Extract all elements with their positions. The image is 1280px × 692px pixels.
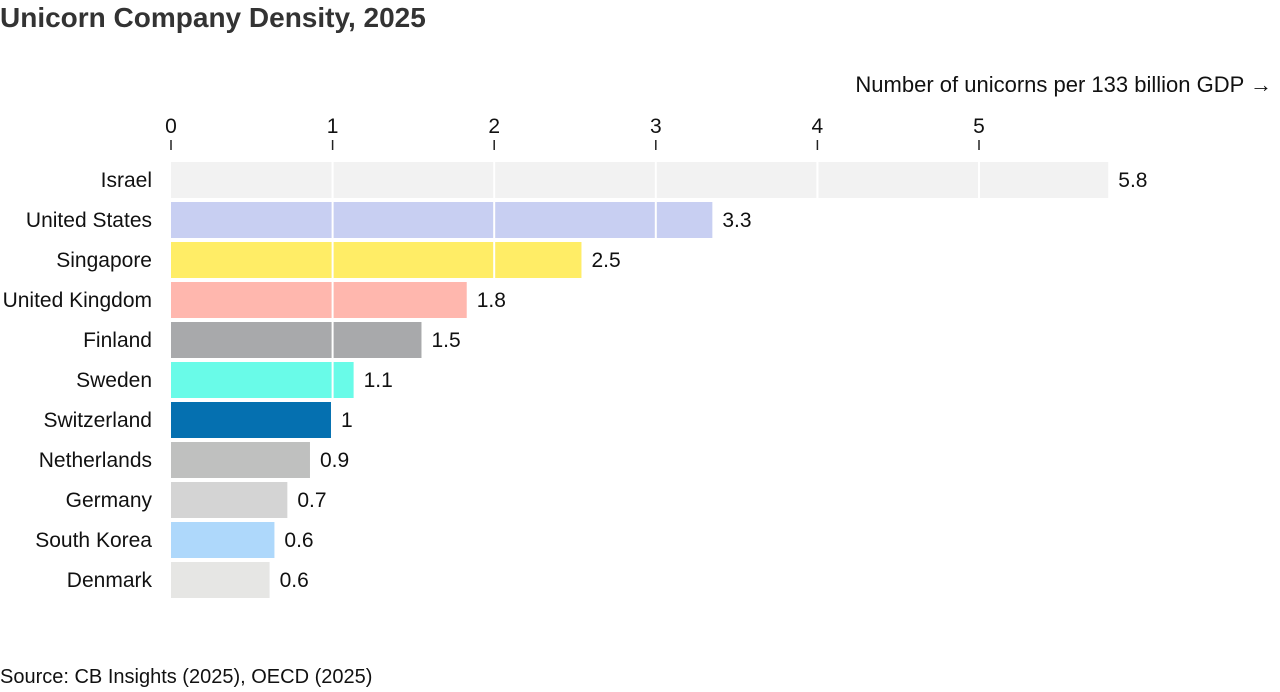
category-label: Switzerland [43,409,152,432]
x-tick-label: 0 [165,115,177,138]
category-label: Finland [83,329,152,352]
bars-group [171,162,1109,598]
x-tick-label: 3 [650,115,662,138]
bar [171,402,331,438]
category-label: United Kingdom [3,289,152,312]
bar [171,202,713,238]
value-label: 1.1 [364,369,393,392]
value-label: 1.8 [477,289,506,312]
category-label: Israel [101,169,152,192]
bar [171,282,467,318]
bar [171,162,1109,198]
value-labels: 5.8 3.3 2.5 1.8 1.5 1.1 1 0.9 0.7 0.6 0.6 [280,169,1148,592]
value-label: 0.6 [284,529,313,552]
category-label: Sweden [76,369,152,392]
category-labels: Israel United States Singapore United Kingd… [3,169,153,592]
bar [171,442,310,478]
value-label: 5.8 [1118,169,1147,192]
category-label: Germany [66,489,153,512]
source-note: Source: CB Insights (2025), OECD (2025) [0,666,373,688]
category-label: United States [26,209,152,232]
category-label: Singapore [56,249,152,272]
category-label: Netherlands [39,449,152,472]
x-tick-label: 2 [488,115,500,138]
value-label: 1 [341,409,353,432]
bar [171,242,582,278]
value-label: 2.5 [591,249,620,272]
bar [171,482,288,518]
value-label: 1.5 [431,329,460,352]
value-label: 0.9 [320,449,349,472]
chart-title: Unicorn Company Density, 2025 [0,2,426,33]
category-label: South Korea [35,529,152,552]
x-tick-label: 5 [973,115,985,138]
bar [171,522,275,558]
value-label: 3.3 [722,209,751,232]
bar [171,562,270,598]
bar [171,362,354,398]
value-label: 0.6 [280,569,309,592]
bar [171,322,422,358]
x-tick-label: 1 [327,115,339,138]
x-tick-label: 4 [812,115,824,138]
value-label: 0.7 [297,489,326,512]
x-axis-label: Number of unicorns per 133 billion GDP → [855,72,1272,97]
grid-lines [331,162,980,598]
category-label: Denmark [67,569,153,592]
x-axis-ticks: 0 1 2 3 4 5 [165,115,985,150]
